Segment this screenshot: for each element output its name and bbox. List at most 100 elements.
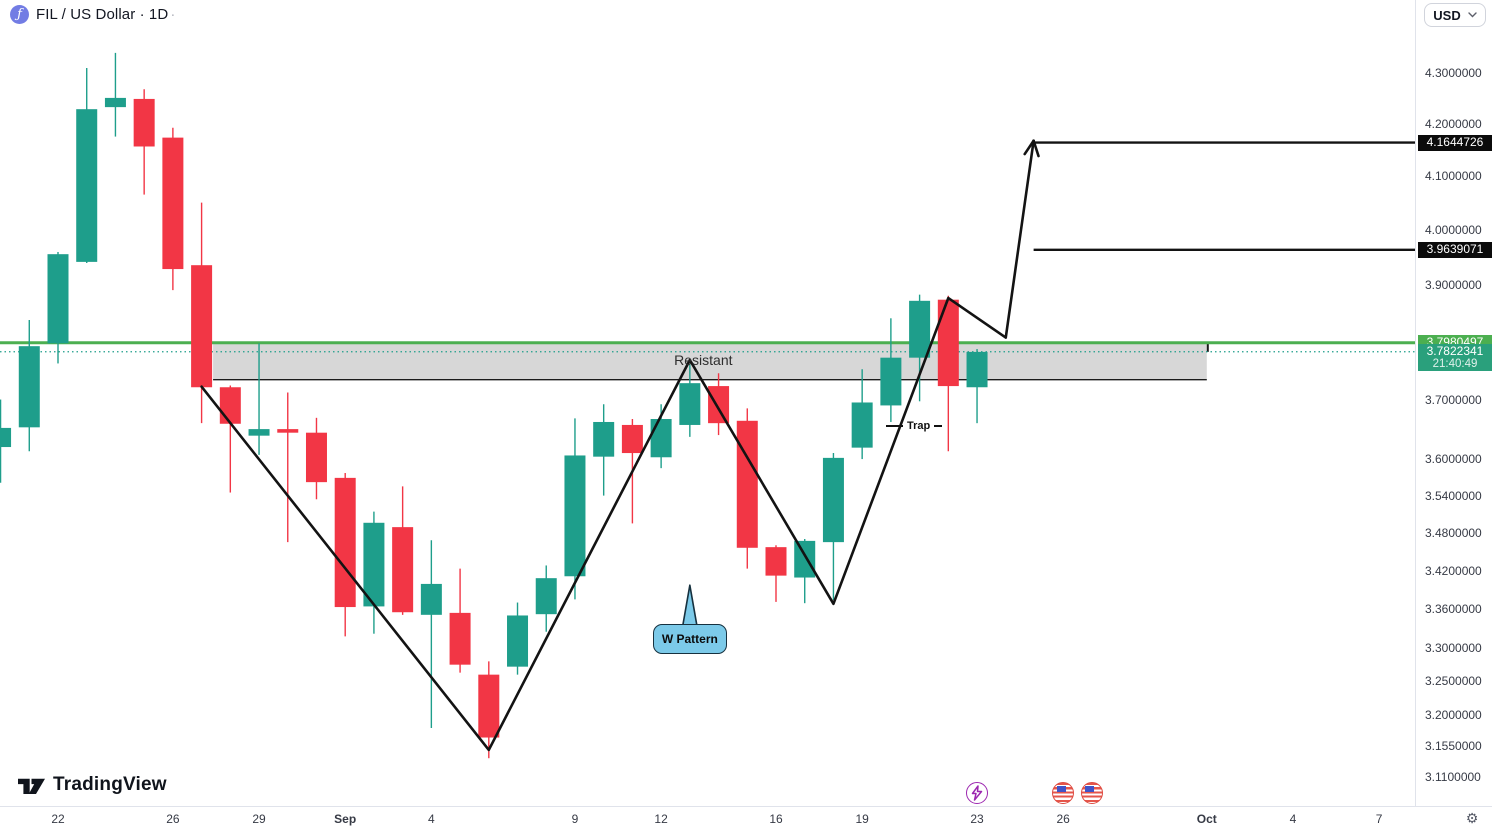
candle-Aug-31 (305, 417, 327, 500)
axis-settings-gear-icon[interactable]: ⚙ (1465, 811, 1479, 827)
time-axis-tick: 12 (654, 812, 668, 826)
time-axis-tick: 22 (51, 812, 65, 826)
candle-body (478, 674, 500, 738)
price-axis-tick: 3.1100000 (1425, 770, 1481, 784)
time-axis-tick: 23 (970, 812, 984, 826)
tradingview-brand[interactable]: TradingView (18, 772, 167, 798)
candle-Aug-29 (248, 343, 270, 455)
time-axis-tick: 26 (166, 812, 180, 826)
price-axis-tick: 3.4800000 (1425, 525, 1482, 540)
price-axis-tick: 3.7000000 (1425, 392, 1482, 407)
candle-body (47, 254, 69, 344)
candle-Sep-14 (708, 373, 730, 436)
filecoin-logo-icon: ƒ (10, 5, 29, 24)
candle-Aug-23 (76, 67, 98, 263)
candle-Sep-16 (765, 545, 787, 602)
candle-body (621, 424, 643, 454)
candle-Sep-21 (909, 294, 931, 402)
candle-body (363, 522, 385, 607)
currency-value: USD (1433, 7, 1461, 23)
time-axis-tick: Sep (334, 812, 357, 826)
candle-Sep-9 (564, 418, 586, 600)
candle-body (219, 387, 241, 424)
candle-Sep-17 (794, 538, 816, 604)
candle-Sep-8 (535, 565, 557, 632)
candle-body (650, 419, 672, 458)
resistance-zone-label[interactable]: Resistant (674, 352, 733, 369)
time-axis-tick: 4 (428, 812, 435, 826)
candle-Aug-28 (219, 385, 241, 493)
trend-zigzag[interactable] (200, 139, 1035, 752)
time-axis-tick: 16 (769, 812, 783, 826)
candle-body (133, 98, 155, 147)
time-axis-tick: 29 (252, 812, 266, 826)
candle-body (0, 427, 12, 448)
time-axis-tick: 19 (855, 812, 869, 826)
flag-canton (1056, 785, 1066, 792)
candle-Sep-23 (966, 349, 988, 424)
candle-Aug-24 (104, 52, 126, 137)
currency-selector[interactable]: USD (1424, 3, 1486, 27)
w-pattern-pointer (682, 584, 698, 626)
price-axis-tick: 3.5400000 (1425, 488, 1482, 503)
us-flag-icon[interactable] (1080, 782, 1103, 804)
candle-body (822, 457, 844, 543)
trap-text: Trap (907, 420, 931, 433)
trap-annotation[interactable]: Trap (886, 420, 943, 433)
flag-canton (1085, 785, 1095, 792)
time-axis[interactable]: ⚙ 22 26 29 Sep 4 9 12 16 19 23 26 Oct 4 7 (0, 806, 1492, 830)
price-axis-tick: 3.4200000 (1425, 563, 1482, 578)
price-axis-tick: 4.3000000 (1425, 66, 1482, 80)
brand-text: TradingView (53, 774, 167, 795)
candle-Sep-13 (679, 364, 701, 437)
candle-Sep-3 (392, 486, 414, 615)
time-axis-tick: Oct (1196, 812, 1217, 826)
candle-Sep-1 (334, 473, 356, 637)
candle-body (334, 477, 356, 608)
candle-Sep-7 (507, 602, 529, 675)
candle-body (104, 97, 126, 108)
lightning-icon[interactable] (966, 782, 989, 804)
candle-Aug-30 (277, 392, 299, 543)
price-label-badge: 3.7822341 21:40:49 (1418, 344, 1492, 372)
candle-Aug-25 (133, 89, 155, 195)
candle-body (277, 429, 299, 433)
us-flag-icon[interactable] (1052, 782, 1075, 804)
candle-body (392, 527, 414, 613)
candle-Sep-18 (822, 453, 844, 600)
candle-body (708, 386, 730, 424)
candle-Aug-20 (0, 399, 12, 483)
candle-Sep-5 (449, 568, 471, 673)
price-axis-tick: 4.1000000 (1425, 169, 1482, 184)
price-axis-tick: 4.2000000 (1425, 117, 1482, 132)
symbol-title[interactable]: FIL / US Dollar · 1D · (36, 5, 176, 23)
candle-Aug-26 (162, 127, 184, 291)
arrow-head (1023, 139, 1035, 156)
candle-body (765, 547, 787, 576)
candle-Sep-22 (937, 295, 959, 452)
candle-body (679, 383, 701, 425)
candle-body (564, 455, 586, 577)
candle-body (162, 137, 184, 270)
w-pattern-callout[interactable]: W Pattern (652, 624, 727, 655)
chevron-down-icon (1468, 12, 1477, 18)
price-axis[interactable]: 4.3000000 4.2000000 4.1000000 4.0000000 3.90… (1415, 0, 1492, 806)
price-axis-tick: 3.9000000 (1425, 278, 1482, 293)
time-axis-tick: 7 (1375, 812, 1383, 826)
candle-Sep-20 (880, 318, 902, 422)
candle-body (851, 402, 873, 448)
candle-Aug-21 (18, 319, 40, 452)
trap-dash-right (934, 425, 943, 428)
candle-body (966, 351, 988, 388)
candle-Sep-2 (363, 511, 385, 634)
price-axis-tick: 4.0000000 (1425, 223, 1482, 238)
trap-dash-left (886, 425, 904, 428)
price-axis-tick: 3.2000000 (1425, 708, 1482, 722)
resistance-zone[interactable] (213, 343, 1207, 380)
candle-body (507, 615, 529, 667)
tradingview-logo-icon (18, 778, 45, 794)
candle-Sep-15 (736, 408, 758, 569)
candle-Sep-4 (420, 540, 442, 728)
